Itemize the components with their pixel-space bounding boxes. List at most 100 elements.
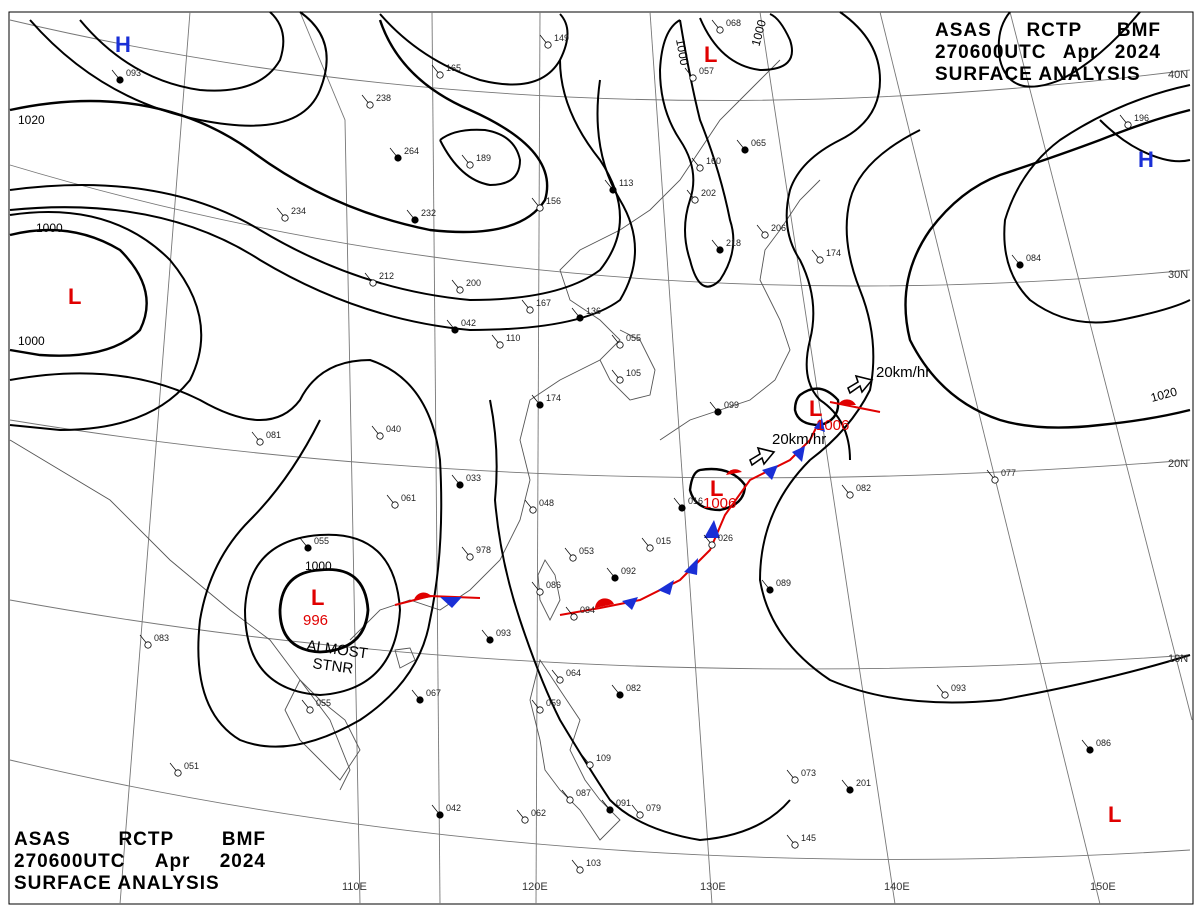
station-pressure: 113 xyxy=(619,178,633,188)
header-month: Apr xyxy=(154,851,191,872)
station-pressure: 109 xyxy=(596,753,611,763)
low-pressure-value: 996 xyxy=(303,612,328,629)
header-time-row: 270600UTC Apr 2024 xyxy=(14,851,266,873)
movement-arrow-east xyxy=(847,374,874,395)
isobar xyxy=(758,129,1191,704)
station-plot: 165 xyxy=(431,63,461,79)
station-pressure: 053 xyxy=(579,546,594,556)
station-plot: 091 xyxy=(601,798,631,814)
station-circle xyxy=(394,154,402,162)
fronts xyxy=(394,399,881,616)
station-pressure: 087 xyxy=(576,788,591,798)
station-plot: 084 xyxy=(565,605,595,621)
warm-front-pip xyxy=(726,469,742,475)
station-circle xyxy=(536,204,544,212)
longitude-line-130e xyxy=(649,11,713,905)
station-circle xyxy=(436,71,444,79)
station-pressure: 033 xyxy=(466,473,481,483)
station-pressure: 065 xyxy=(751,138,766,148)
station-plot: 081 xyxy=(251,430,281,446)
latitude-line-20n xyxy=(9,419,1191,479)
station-pressure: 238 xyxy=(376,93,391,103)
isobar xyxy=(997,11,1141,88)
station-plot: 061 xyxy=(386,493,416,509)
pressure-systems: H H L L L 996 L 1006 L 1006 L xyxy=(68,32,1154,827)
header-station: RCTP xyxy=(118,829,175,850)
header-block-bottom: ASAS RCTP BMF 270600UTC Apr 2024 SURFACE… xyxy=(14,829,266,895)
station-pressure: 082 xyxy=(626,683,641,693)
station-circle xyxy=(576,314,584,322)
station-circle xyxy=(616,376,624,384)
station-circle xyxy=(526,306,534,314)
station-pressure: 136 xyxy=(586,306,601,316)
station-circle xyxy=(451,326,459,334)
header-block-top: ASAS RCTP BMF 270600UTC Apr 2024 SURFACE… xyxy=(935,20,1161,86)
station-pressure: 196 xyxy=(1134,113,1149,123)
station-plot: 086 xyxy=(531,580,561,596)
isobar xyxy=(658,19,735,288)
station-pressure: 082 xyxy=(856,483,871,493)
isobar xyxy=(785,11,882,461)
station-circle xyxy=(436,811,444,819)
station-plot: 110 xyxy=(491,333,520,349)
longitude-line-150e xyxy=(879,11,1101,905)
isobars xyxy=(9,11,1191,842)
isobar xyxy=(1003,84,1191,324)
station-pressure: 149 xyxy=(554,33,569,43)
station-pressure: 026 xyxy=(718,533,733,543)
station-plot: 015 xyxy=(641,536,671,552)
station-plot: 201 xyxy=(841,778,871,794)
isobar-label: 1020 xyxy=(1149,384,1179,405)
station-circle xyxy=(791,841,799,849)
coastlines xyxy=(9,59,821,841)
station-pressure: 093 xyxy=(496,628,511,638)
longitude-label: 120E xyxy=(522,881,548,893)
station-plot: 109 xyxy=(581,753,611,769)
station-plot: 082 xyxy=(841,483,871,499)
station-pressure: 084 xyxy=(1026,253,1041,263)
isobar xyxy=(904,108,1191,429)
station-circle xyxy=(544,41,552,49)
station-circle xyxy=(991,476,999,484)
cold-front-pip xyxy=(814,418,825,432)
station-circle xyxy=(714,408,722,416)
station-plot: 093 xyxy=(111,68,141,84)
movement-label: 20km/hr xyxy=(876,364,930,381)
station-plot: 082 xyxy=(611,683,641,699)
station-circle xyxy=(536,401,544,409)
longitude-label: 110E xyxy=(342,881,367,893)
station-plot: 218 xyxy=(711,238,741,254)
isobar xyxy=(9,211,203,432)
station-pressure: 086 xyxy=(1096,738,1111,748)
graticule-labels: 110E 120E 130E 140E 150E 40N 30N 20N 10N xyxy=(342,69,1188,893)
station-plot: 156 xyxy=(531,196,561,212)
coast-philippines xyxy=(529,658,621,841)
station-circle xyxy=(689,74,697,82)
isobar-1000 xyxy=(278,568,370,654)
station-pressure: 264 xyxy=(404,146,419,156)
station-pressure: 077 xyxy=(1001,468,1016,478)
station-circle xyxy=(678,504,686,512)
station-pressure: 160 xyxy=(706,156,721,166)
header-time-row: 270600UTC Apr 2024 xyxy=(935,42,1161,64)
station-circle xyxy=(609,186,617,194)
station-circle xyxy=(941,691,949,699)
header-office: BMF xyxy=(221,829,266,850)
latitude-label: 30N xyxy=(1168,269,1188,281)
station-pressure: 093 xyxy=(126,68,141,78)
station-circle xyxy=(816,256,824,264)
station-circle xyxy=(521,816,529,824)
longitude-line-160e xyxy=(1009,11,1193,721)
header-product: SURFACE ANALYSIS xyxy=(935,64,1141,85)
station-circle xyxy=(741,146,749,154)
station-circle xyxy=(416,696,424,704)
station-circle xyxy=(391,501,399,509)
station-circle xyxy=(456,481,464,489)
longitude-label: 140E xyxy=(884,881,910,893)
latitude-label: 40N xyxy=(1168,69,1188,81)
isobar xyxy=(9,79,636,332)
station-plot: 040 xyxy=(371,424,401,440)
station-pressure: 068 xyxy=(726,18,741,28)
station-pressure: 174 xyxy=(546,393,561,403)
